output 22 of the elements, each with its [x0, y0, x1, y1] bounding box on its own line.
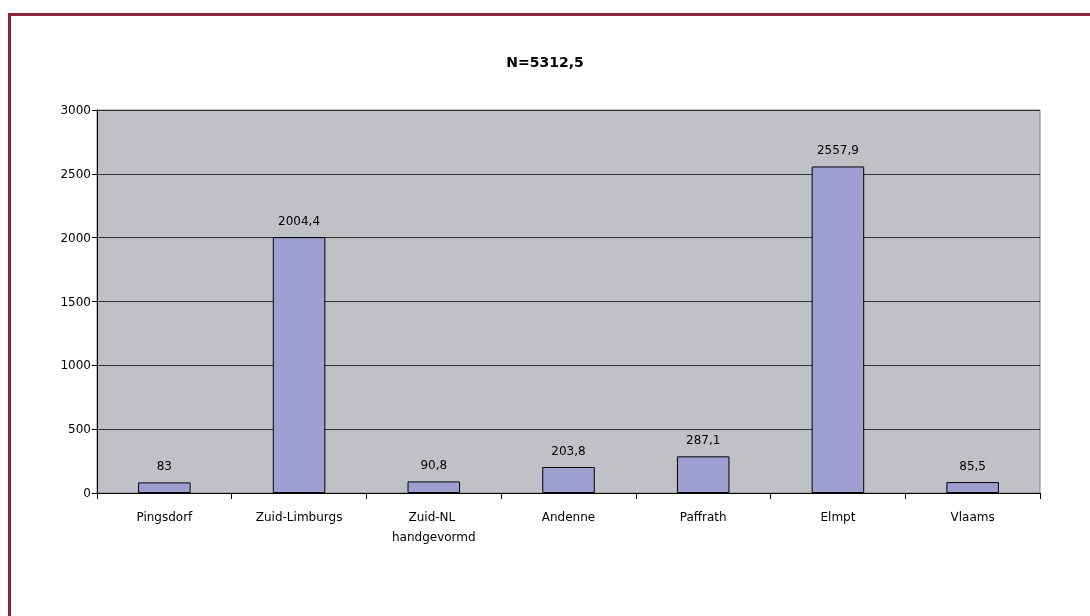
chart-title: N=5312,5: [506, 54, 584, 70]
y-tick-label: 500: [68, 422, 91, 437]
data-label: 203,8: [551, 443, 586, 458]
data-label: 83: [156, 459, 172, 474]
y-tick-label: 2500: [60, 166, 91, 181]
y-tick-label: 0: [83, 486, 91, 500]
y-tick-label: 1000: [60, 358, 91, 373]
data-label: 287,1: [686, 433, 721, 448]
y-tick-label: 3000: [60, 103, 91, 117]
data-label: 2004,4: [278, 214, 321, 229]
x-tick-label: Zuid-NL handgevormd: [391, 510, 476, 544]
x-tick-label: Elmpt: [820, 510, 856, 524]
y-tick-label: 2000: [60, 230, 91, 245]
x-tick-label: Pingsdorf: [136, 510, 194, 524]
y-tick-label: 1500: [60, 294, 91, 309]
data-label: 2557,9: [816, 143, 859, 158]
x-tick-label: Zuid-Limburgs: [255, 510, 343, 524]
data-label: 85,5: [959, 459, 986, 474]
data-label: 90,8: [420, 458, 448, 473]
x-tick-label: Paffrath: [679, 510, 727, 524]
x-tick-label: Andenne: [541, 510, 596, 524]
x-tick-label: Vlaams: [950, 510, 995, 524]
